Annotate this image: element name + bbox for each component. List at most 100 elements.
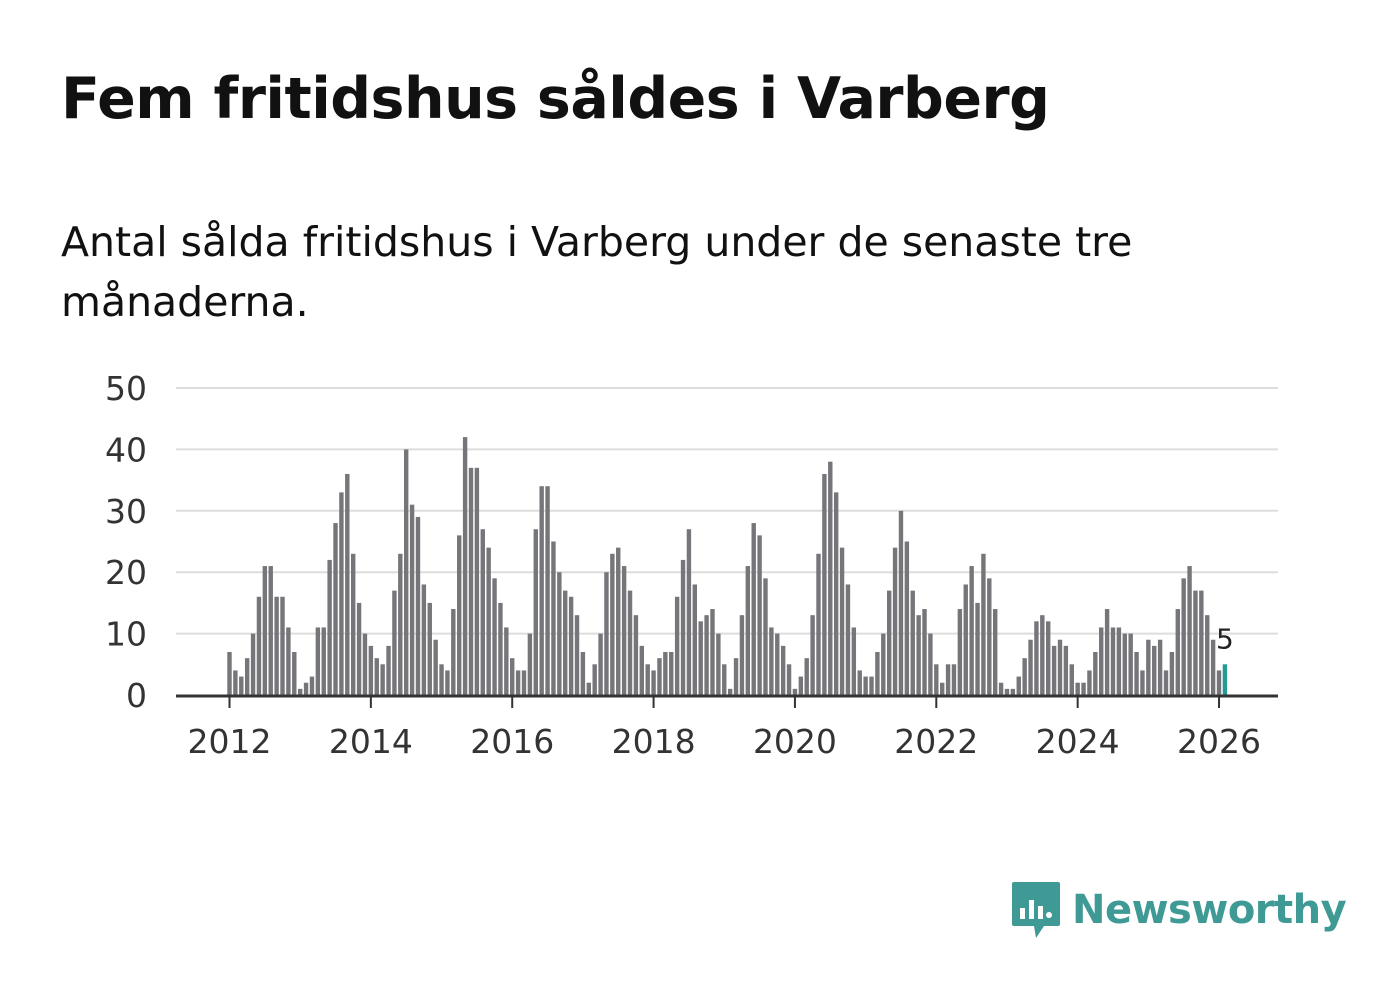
bar: [356, 602, 362, 695]
bar: [627, 590, 633, 695]
bar: [321, 627, 326, 695]
bar: [1152, 645, 1157, 695]
bar: [1034, 621, 1039, 695]
bar: [1022, 658, 1027, 695]
bar: [639, 645, 644, 695]
bar: [610, 553, 615, 695]
y-tick-label: 20: [105, 553, 147, 592]
bar: [987, 578, 992, 695]
bar: [474, 467, 480, 695]
bar: [504, 627, 509, 695]
bar: [833, 492, 839, 695]
bar: [563, 590, 568, 695]
bar: [751, 523, 756, 695]
bar: [1051, 645, 1057, 695]
bar: [1163, 670, 1169, 695]
bar: [574, 615, 580, 695]
bar: [421, 584, 427, 695]
bar: [922, 609, 927, 695]
bar: [439, 664, 444, 695]
x-tick-label: 2022: [894, 722, 978, 761]
bar: [1193, 590, 1198, 695]
bar: [710, 609, 715, 695]
bar: [545, 486, 550, 695]
bar: [515, 670, 521, 695]
bar: [392, 590, 397, 695]
bar: [951, 664, 957, 695]
bar: [409, 504, 415, 695]
bar: [698, 621, 703, 695]
bar: [975, 602, 980, 695]
bar: [757, 535, 762, 695]
bar: [1140, 670, 1145, 695]
bar: [674, 596, 680, 695]
bar: [244, 658, 250, 695]
bar: [462, 437, 468, 695]
bar: [445, 670, 450, 695]
page-subtitle: Antal sålda fritidshus i Varberg under d…: [61, 218, 1133, 326]
y-axis-ticks: 0 10 20 30 40 50: [105, 369, 147, 715]
bar: [380, 664, 385, 695]
bar: [404, 449, 409, 695]
bar: [716, 633, 721, 695]
bar: [339, 492, 344, 695]
bar: [845, 584, 851, 695]
bar: [427, 602, 432, 695]
bar: [963, 584, 968, 695]
bar: [928, 633, 933, 695]
bar: [875, 652, 880, 695]
bar: [1110, 627, 1116, 695]
bar: [350, 553, 356, 695]
bar: [345, 473, 350, 695]
x-tick-label: 2018: [612, 722, 696, 761]
bar: [910, 590, 915, 695]
x-tick-label: 2026: [1177, 722, 1261, 761]
bar: [433, 639, 438, 695]
bar: [1187, 566, 1192, 695]
bar: [993, 609, 998, 695]
x-tick-label: 2014: [329, 722, 413, 761]
bar: [386, 645, 391, 695]
bar-highlighted: [1222, 664, 1228, 695]
bar: [227, 652, 232, 695]
bar: [1063, 645, 1069, 695]
bar: [527, 633, 533, 695]
bar: [457, 535, 462, 695]
bar: [869, 676, 874, 695]
y-tick-label: 10: [105, 615, 147, 654]
bar: [775, 633, 780, 695]
bar: [669, 652, 674, 695]
bar: [863, 676, 868, 695]
bar: [533, 529, 538, 695]
bar: [292, 652, 297, 695]
bar: [851, 627, 857, 695]
bar: [916, 615, 921, 695]
bar: [686, 529, 692, 695]
bar: [1199, 590, 1204, 695]
bar: [828, 461, 833, 695]
bar: [498, 602, 503, 695]
brand-name: Newsworthy: [1072, 887, 1347, 933]
bar: [839, 547, 845, 695]
bar: [680, 559, 686, 695]
bar: [415, 516, 421, 695]
bar: [881, 633, 886, 695]
bar: [315, 627, 321, 695]
bar: [1010, 688, 1016, 695]
bar-chart: 0 10 20 30 40 50 2012 2014 2016 2018 2020 2022 2024…: [105, 369, 1278, 761]
bar: [763, 578, 768, 695]
bar: [1116, 627, 1122, 695]
x-tick-label: 2024: [1036, 722, 1120, 761]
bar: [1146, 639, 1151, 695]
bar: [239, 676, 244, 695]
x-tick-label: 2012: [188, 722, 272, 761]
bar: [1046, 621, 1051, 695]
bar: [268, 566, 273, 695]
bar: [704, 615, 709, 695]
bar: [297, 688, 303, 695]
bar: [892, 547, 898, 695]
bar: [1028, 639, 1033, 695]
bar: [957, 609, 963, 695]
bar: [333, 523, 338, 695]
y-tick-label: 0: [126, 676, 147, 715]
